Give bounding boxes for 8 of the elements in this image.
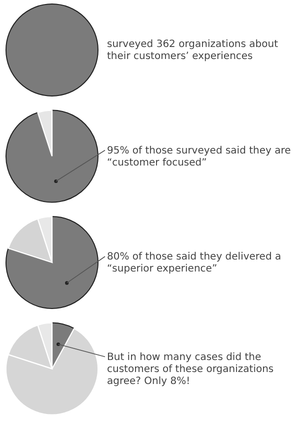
text: 95% of those surveyed said they are “customer focused” xyxy=(107,145,291,168)
text: 80% of those said they delivered a “superior experience” xyxy=(107,252,282,274)
pie-slice xyxy=(37,110,53,157)
text: But in how many cases did the customers of these organizations agree? Only 8%! xyxy=(107,352,274,387)
text: surveyed 362 organizations about their customers’ experiences xyxy=(107,39,278,62)
pie-slice xyxy=(6,110,98,203)
pie-slice xyxy=(8,218,53,264)
pie-slice xyxy=(6,216,98,309)
